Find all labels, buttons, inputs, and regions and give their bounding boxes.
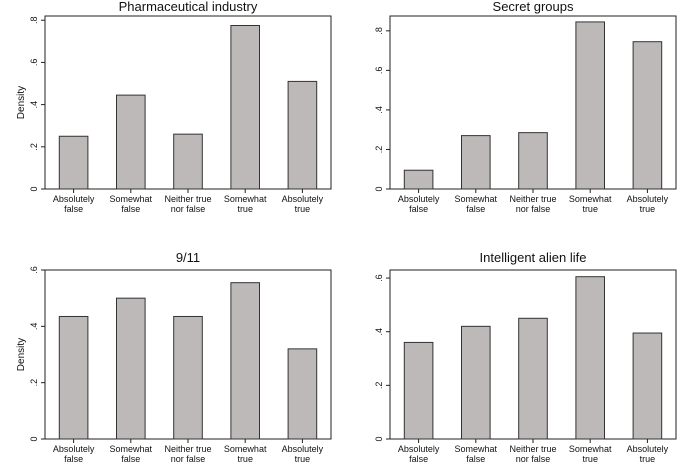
bar: [230, 24, 260, 190]
chart-title: 9/11: [176, 250, 200, 265]
y-tick-label: .2: [374, 382, 384, 390]
y-tick-label: .4: [29, 101, 39, 109]
y-tick-label: .6: [374, 67, 384, 75]
chart-panel-2: Secret groups 0 .2 .4 .6 .8 Absolutely false Som…: [374, 0, 677, 214]
bar: [632, 332, 663, 440]
chart-title: Pharmaceutical industry: [119, 0, 258, 14]
bar: [230, 282, 260, 440]
bar: [575, 21, 606, 190]
y-tick-label: .2: [29, 379, 39, 387]
x-tick-label: Absolutely true: [282, 194, 324, 214]
x-tick-label: Somewhat false: [455, 444, 498, 464]
bar: [173, 315, 203, 440]
y-axis-label: Density: [16, 86, 27, 119]
y-tick-label: 0: [29, 436, 39, 441]
y-tick-label: .6: [374, 274, 384, 282]
x-tick-label: Absolutely false: [53, 444, 95, 464]
y-tick-label: .2: [29, 143, 39, 151]
y-tick-label: 0: [29, 186, 39, 191]
x-tick-label: Somewhat false: [110, 194, 153, 214]
bar: [58, 135, 89, 190]
chart-panel-1: Pharmaceutical industry Density 0 .2 .4 .6 .8 A…: [16, 0, 332, 214]
bar: [403, 341, 434, 440]
x-tick-label: Absolutely false: [398, 444, 440, 464]
x-tick-label: Absolutely true: [627, 444, 669, 464]
x-tick-label: Absolutely false: [398, 194, 440, 214]
x-tick-label: Somewhat true: [569, 444, 612, 464]
y-tick-label: .4: [374, 328, 384, 336]
bar: [518, 317, 548, 440]
y-tick-label: .8: [374, 27, 384, 35]
bar: [461, 135, 491, 190]
y-tick-label: .4: [374, 106, 384, 114]
y-tick-label: 0: [374, 436, 384, 441]
y-tick-label: 0: [374, 186, 384, 191]
x-tick-label: Somewhat false: [110, 444, 153, 464]
x-tick-label: Somewhat false: [455, 194, 498, 214]
x-tick-label: Neither true nor false: [509, 444, 556, 464]
bar: [632, 41, 663, 190]
y-tick-label: .6: [29, 266, 39, 274]
bar: [116, 94, 146, 190]
chart-panel-3: 9/11 Density 0 .2 .4 .6 Absolutely false Somewha…: [16, 250, 332, 464]
x-tick-label: Absolutely true: [627, 194, 669, 214]
x-tick-label: Somewhat true: [224, 194, 267, 214]
x-tick-label: Neither true nor false: [509, 194, 556, 214]
y-tick-label: .8: [29, 16, 39, 24]
bar: [173, 133, 203, 190]
bar: [461, 325, 491, 440]
chart-title: Intelligent alien life: [480, 250, 587, 265]
bar: [518, 132, 548, 190]
bar: [575, 276, 606, 440]
x-tick-label: Absolutely false: [53, 194, 95, 214]
x-tick-label: Absolutely true: [282, 444, 324, 464]
y-tick-label: .6: [29, 59, 39, 67]
bar: [403, 169, 434, 190]
y-tick-label: .4: [29, 323, 39, 331]
bar: [116, 297, 146, 440]
y-tick-label: .2: [374, 146, 384, 154]
x-tick-label: Somewhat true: [569, 194, 612, 214]
y-axis-label: Density: [16, 338, 27, 371]
chart-title: Secret groups: [493, 0, 574, 14]
x-tick-label: Neither true nor false: [164, 444, 211, 464]
bar: [287, 348, 318, 440]
bar: [287, 80, 318, 190]
x-tick-label: Neither true nor false: [164, 194, 211, 214]
bar: [58, 315, 89, 440]
x-tick-label: Somewhat true: [224, 444, 267, 464]
chart-panel-4: Intelligent alien life 0 .2 .4 .6 Absolutely f…: [374, 250, 677, 464]
